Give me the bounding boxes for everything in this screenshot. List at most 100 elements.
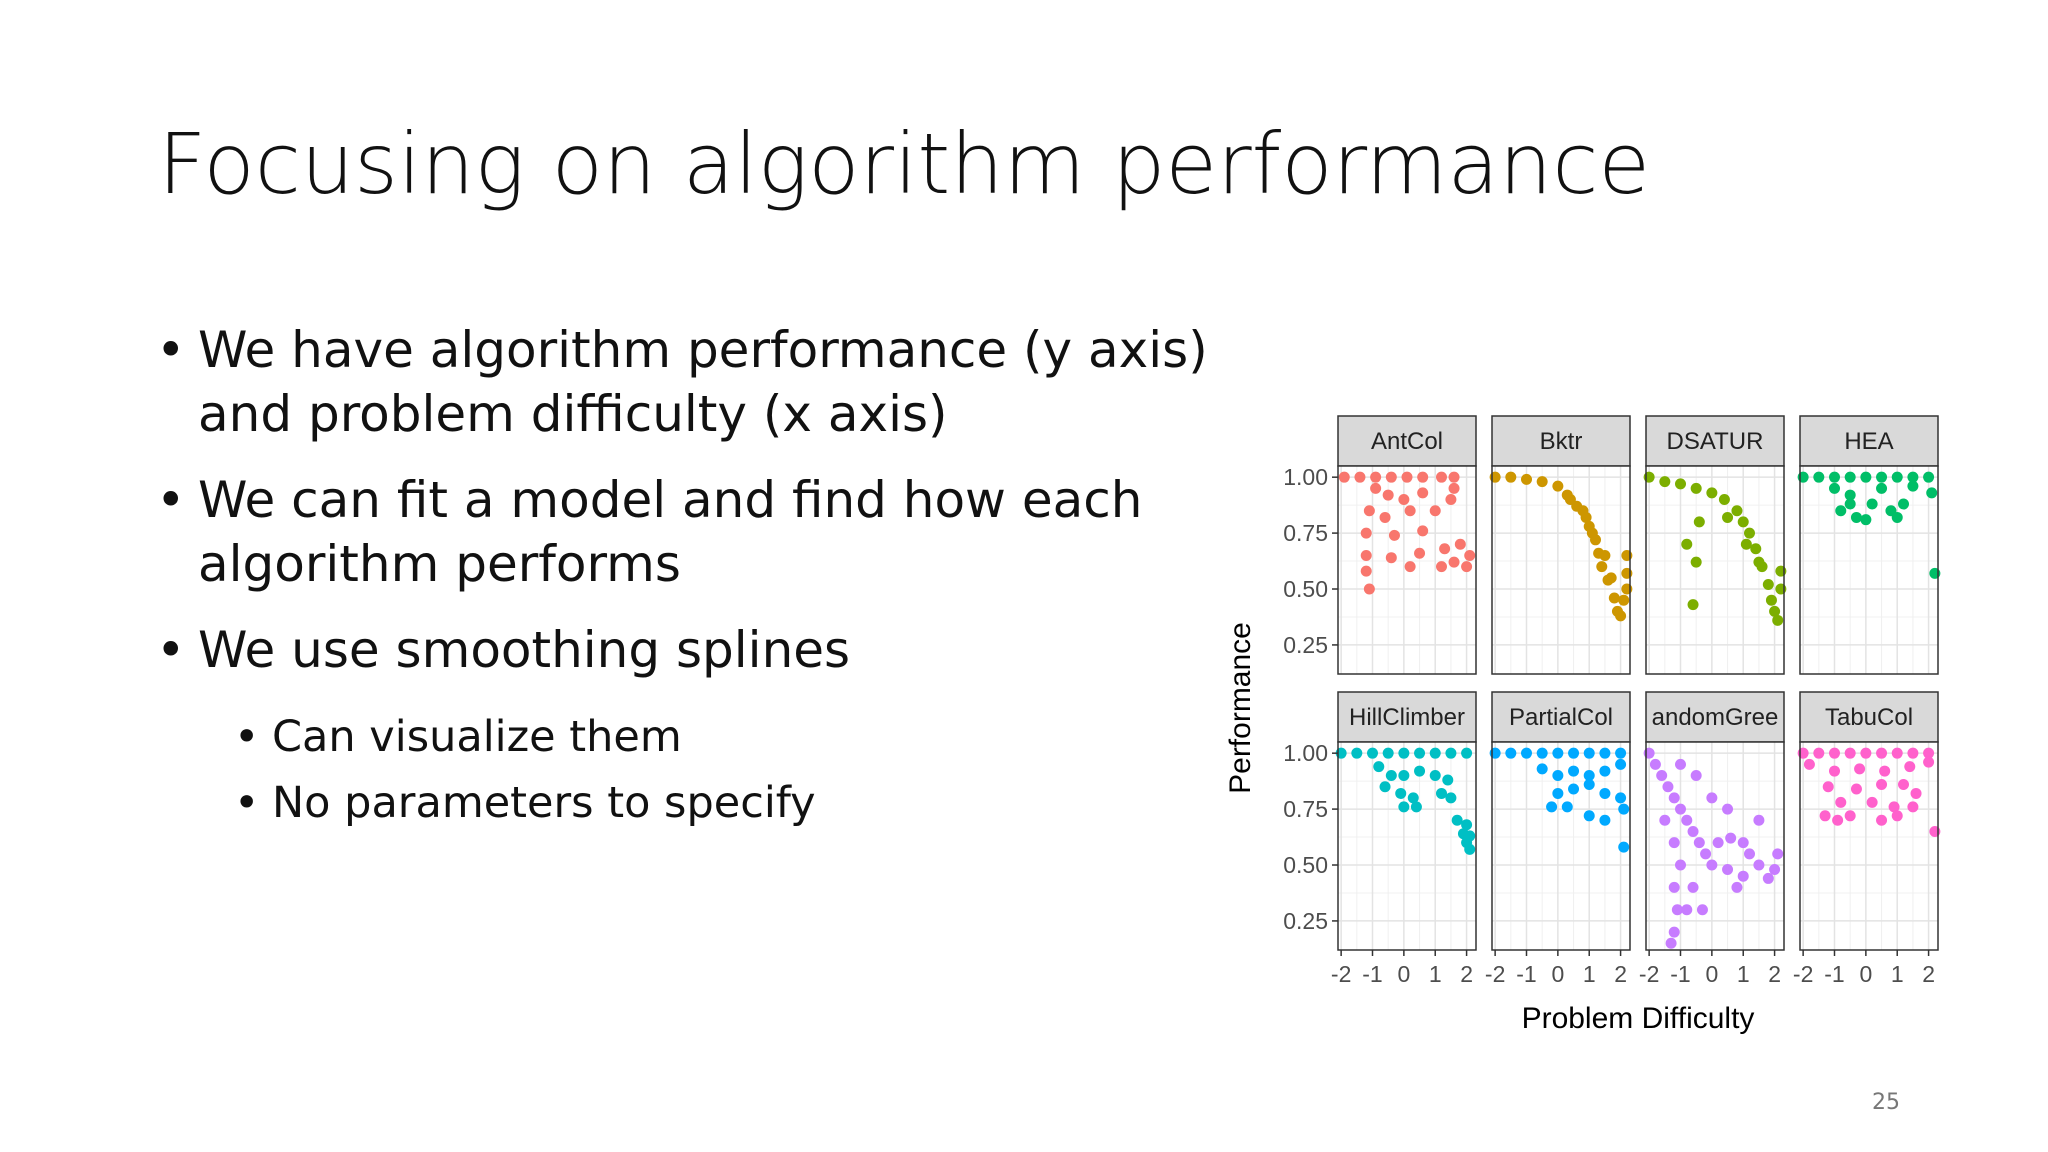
data-point	[1829, 765, 1840, 777]
facet-label: Bktr	[1540, 428, 1583, 455]
data-point	[1740, 538, 1752, 550]
data-point	[1552, 770, 1564, 782]
x-tick-label: 0	[1551, 961, 1564, 987]
y-tick-label: 0.25	[1283, 908, 1328, 934]
data-point	[1659, 476, 1671, 488]
data-point	[1382, 489, 1394, 501]
data-point	[1599, 814, 1611, 826]
facet-strip	[1645, 691, 1785, 743]
x-tick-label: -2	[1331, 961, 1351, 987]
data-point	[1844, 489, 1856, 501]
data-point	[1675, 758, 1686, 770]
data-point	[1675, 803, 1686, 815]
data-point	[1429, 505, 1441, 517]
bullet-item: We use smoothing splines	[150, 618, 1210, 682]
data-point	[1822, 781, 1834, 793]
facet-border	[1491, 465, 1631, 675]
y-tick-label: 0.50	[1283, 576, 1328, 602]
data-point	[1671, 904, 1683, 916]
data-point	[1398, 770, 1410, 782]
data-point	[1429, 770, 1441, 782]
slide-number: 25	[1872, 1090, 1900, 1115]
data-point	[1744, 527, 1755, 539]
facet-border	[1799, 465, 1939, 675]
data-point	[1599, 549, 1611, 561]
x-tick-label: -2	[1793, 961, 1813, 987]
data-point	[1521, 473, 1532, 485]
data-point	[1414, 547, 1426, 559]
data-point	[1398, 747, 1410, 759]
data-point	[1907, 801, 1919, 813]
data-point	[1564, 494, 1576, 506]
data-point	[1772, 848, 1784, 860]
x-axis-title: Problem Difficulty	[1522, 1002, 1755, 1035]
sub-bullet-item: No parameters to specify	[228, 770, 1210, 836]
data-point	[1835, 505, 1847, 517]
data-point	[1769, 863, 1781, 875]
x-tick-label: 2	[1460, 961, 1473, 987]
data-point	[1888, 801, 1900, 813]
x-tick-label: 0	[1859, 961, 1872, 987]
data-point	[1417, 487, 1429, 499]
data-point	[1568, 765, 1580, 777]
data-point	[1765, 594, 1777, 606]
x-tick-label: 1	[1737, 961, 1750, 987]
data-point	[1536, 763, 1548, 775]
data-point	[1898, 778, 1909, 790]
bullet-item: We have algorithm performance (y axis) a…	[150, 318, 1210, 446]
data-point	[1665, 937, 1677, 949]
data-point	[1583, 770, 1595, 782]
data-point	[1731, 881, 1743, 893]
bullet-item: We can fit a model and find how each alg…	[150, 468, 1210, 596]
data-point	[1659, 814, 1671, 826]
data-point	[1552, 480, 1564, 492]
data-point	[1813, 471, 1825, 483]
data-point	[1338, 471, 1350, 483]
facet-border	[1337, 741, 1477, 951]
data-point	[1583, 810, 1595, 822]
data-point	[1879, 765, 1891, 777]
x-tick-label: -1	[1516, 961, 1536, 987]
data-point	[1615, 758, 1627, 770]
data-point	[1753, 556, 1765, 568]
data-point	[1360, 527, 1372, 539]
data-point	[1464, 843, 1476, 855]
data-point	[1907, 471, 1919, 483]
slide-title: Focusing on algorithm performance	[158, 115, 1651, 213]
facet-label: DSATUR	[1667, 428, 1764, 455]
facet-border	[1645, 741, 1785, 951]
data-point	[1769, 605, 1781, 617]
data-point	[1753, 814, 1765, 826]
data-point	[1762, 579, 1774, 591]
facet-panel	[1800, 742, 1938, 950]
data-point	[1436, 471, 1447, 483]
data-point	[1461, 561, 1473, 573]
data-point	[1414, 765, 1426, 777]
y-tick-label: 1.00	[1283, 740, 1328, 766]
data-point	[1360, 549, 1372, 561]
x-tick-label: 2	[1922, 961, 1935, 987]
data-point	[1379, 511, 1391, 523]
data-point	[1448, 482, 1460, 494]
data-point	[1505, 471, 1517, 483]
data-point	[1681, 814, 1693, 826]
facet-border	[1337, 465, 1477, 675]
data-point	[1844, 810, 1856, 822]
data-point	[1722, 863, 1734, 875]
data-point	[1448, 556, 1460, 568]
y-axis-title: Performance	[1224, 622, 1257, 794]
data-point	[1373, 761, 1385, 773]
data-point	[1907, 747, 1919, 759]
data-point	[1568, 783, 1580, 795]
data-point	[1712, 837, 1724, 849]
data-point	[1750, 543, 1762, 555]
data-point	[1521, 747, 1532, 759]
data-point	[1904, 761, 1916, 773]
data-point	[1737, 870, 1749, 882]
x-tick-label: 2	[1614, 961, 1627, 987]
data-point	[1910, 787, 1922, 799]
data-point	[1552, 747, 1564, 759]
data-point	[1866, 796, 1878, 808]
data-point	[1706, 792, 1718, 804]
sub-bullet-list: Can visualize them No parameters to spec…	[150, 704, 1210, 836]
